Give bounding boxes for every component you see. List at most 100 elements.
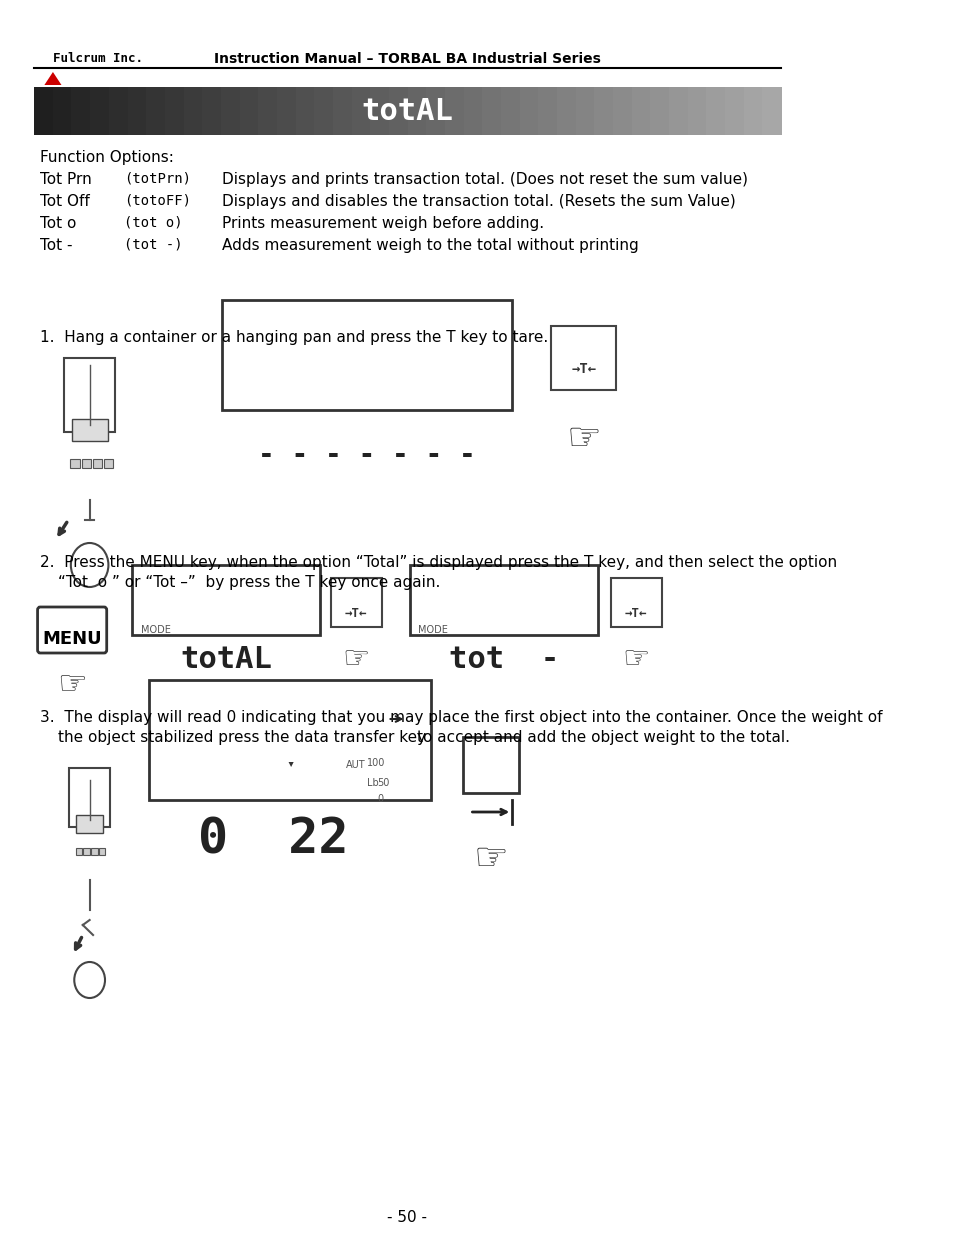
Text: “Tot  o ” or “Tot –”  by press the T key once again.: “Tot o ” or “Tot –” by press the T key o… [58, 576, 440, 590]
Text: 3.  The display will read 0 indicating that you may place the first object into : 3. The display will read 0 indicating th… [40, 710, 882, 725]
Bar [500, 86, 520, 135]
Text: MODE: MODE [141, 625, 171, 635]
Text: Tot -: Tot - [40, 238, 72, 253]
Text: MENU: MENU [42, 630, 101, 648]
Text: ☞: ☞ [57, 668, 87, 701]
Text: 50: 50 [377, 778, 389, 788]
FancyBboxPatch shape [34, 86, 781, 135]
Text: totAL: totAL [361, 96, 453, 126]
Bar [650, 86, 669, 135]
Text: →T←: →T← [624, 606, 646, 620]
FancyBboxPatch shape [37, 606, 107, 653]
Bar [202, 86, 221, 135]
Circle shape [74, 962, 105, 998]
Text: Adds measurement weigh to the total without printing: Adds measurement weigh to the total with… [222, 238, 639, 253]
Bar [705, 86, 725, 135]
FancyBboxPatch shape [76, 815, 103, 832]
Bar [221, 86, 240, 135]
Bar [575, 86, 595, 135]
Text: - 50 -: - 50 - [387, 1210, 427, 1225]
Text: Instruction Manual – TORBAL BA Industrial Series: Instruction Manual – TORBAL BA Industria… [213, 52, 600, 65]
FancyBboxPatch shape [611, 578, 661, 627]
FancyBboxPatch shape [71, 458, 80, 468]
FancyBboxPatch shape [75, 847, 82, 855]
Bar [352, 86, 371, 135]
Text: AUT: AUT [345, 760, 365, 769]
Text: the object stabilized press the data transfer key: the object stabilized press the data tra… [58, 730, 426, 745]
Bar [668, 86, 688, 135]
Text: totAL: totAL [180, 646, 272, 674]
Bar [463, 86, 482, 135]
Bar [258, 86, 277, 135]
Text: 1.  Hang a container or a hanging pan and press the T key to tare.: 1. Hang a container or a hanging pan and… [40, 330, 548, 345]
Bar [52, 86, 72, 135]
FancyBboxPatch shape [551, 326, 616, 390]
Text: (tot o): (tot o) [124, 216, 182, 230]
Bar [333, 86, 352, 135]
Text: 2.  Press the MENU key, when the option “Total” is displayed press the T key, an: 2. Press the MENU key, when the option “… [40, 555, 837, 571]
Bar [631, 86, 651, 135]
FancyBboxPatch shape [383, 709, 410, 729]
Text: Displays and disables the transaction total. (Resets the sum Value): Displays and disables the transaction to… [222, 194, 735, 209]
FancyBboxPatch shape [83, 847, 90, 855]
FancyBboxPatch shape [462, 737, 518, 793]
Text: ☞: ☞ [566, 420, 600, 458]
Text: 100: 100 [367, 758, 385, 768]
Bar [295, 86, 314, 135]
Text: Fulcrum Inc.: Fulcrum Inc. [52, 52, 143, 65]
Text: tot  -: tot - [448, 646, 558, 674]
Bar [426, 86, 445, 135]
Bar [370, 86, 390, 135]
FancyBboxPatch shape [81, 458, 91, 468]
Bar [128, 86, 147, 135]
Bar [724, 86, 744, 135]
Text: →T←: →T← [571, 362, 596, 375]
Circle shape [71, 543, 109, 587]
Text: Lb: Lb [367, 778, 378, 788]
Bar [761, 86, 781, 135]
Bar [34, 86, 53, 135]
FancyBboxPatch shape [410, 564, 597, 635]
Polygon shape [288, 762, 294, 767]
Bar [71, 86, 91, 135]
Text: Prints measurement weigh before adding.: Prints measurement weigh before adding. [222, 216, 543, 231]
Bar [613, 86, 632, 135]
Text: to accept and add the object weight to the total.: to accept and add the object weight to t… [416, 730, 789, 745]
Text: (totPrn): (totPrn) [124, 172, 191, 186]
Text: Tot o: Tot o [40, 216, 76, 231]
Text: - - - - - - -: - - - - - - - [258, 441, 476, 469]
Bar [537, 86, 558, 135]
Bar [109, 86, 129, 135]
Text: →T←: →T← [344, 606, 367, 620]
Text: Function Options:: Function Options: [40, 149, 173, 165]
FancyBboxPatch shape [69, 768, 110, 827]
Bar [276, 86, 296, 135]
Polygon shape [45, 72, 61, 85]
Bar [146, 86, 166, 135]
Text: ☞: ☞ [621, 645, 649, 674]
Bar [407, 86, 427, 135]
FancyBboxPatch shape [64, 358, 115, 432]
Text: 0: 0 [377, 794, 383, 804]
Text: Tot Off: Tot Off [40, 194, 90, 209]
Text: 0  22: 0 22 [197, 816, 348, 864]
Text: MODE: MODE [417, 625, 448, 635]
Text: Tot Prn: Tot Prn [40, 172, 91, 186]
FancyBboxPatch shape [222, 300, 512, 410]
Bar [519, 86, 538, 135]
Bar [314, 86, 334, 135]
Text: ☞: ☞ [342, 645, 370, 674]
Bar [594, 86, 614, 135]
Bar [687, 86, 706, 135]
FancyBboxPatch shape [132, 564, 320, 635]
Text: Displays and prints transaction total. (Does not reset the sum value): Displays and prints transaction total. (… [222, 172, 747, 186]
Bar [444, 86, 464, 135]
Bar [91, 86, 110, 135]
Bar [183, 86, 203, 135]
Text: ☞: ☞ [473, 840, 508, 878]
FancyBboxPatch shape [150, 680, 431, 800]
Bar [239, 86, 259, 135]
Bar [389, 86, 408, 135]
FancyBboxPatch shape [104, 458, 113, 468]
Bar [557, 86, 576, 135]
